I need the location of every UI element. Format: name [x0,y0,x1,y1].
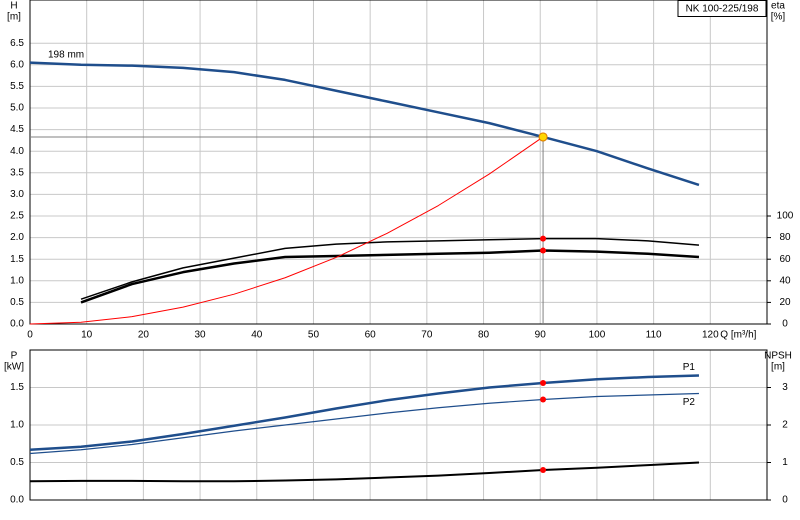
x-tick-label: 20 [138,330,150,341]
series-line [29,61,700,187]
y-axis-label: P [11,351,18,362]
y2-tick-label: 20 [779,297,791,308]
y-tick-label: 4.5 [10,124,24,135]
duty-point [538,132,548,142]
x-tick-label: 40 [251,330,263,341]
series-line [80,249,700,304]
duty-marker [540,396,547,403]
duty-marker [540,235,547,242]
series-label: 198 mm [48,49,84,60]
y-tick-label: 2.0 [10,232,24,243]
series-line [29,392,699,455]
y-tick-label: 1.0 [10,420,24,431]
series-label: P1 [683,362,696,373]
y2-tick-label: 80 [779,232,791,243]
x-tick-label: 30 [195,330,207,341]
x-tick-label: 80 [478,330,490,341]
y2-tick-label: 40 [779,275,791,286]
y-tick-label: 2.5 [10,211,24,222]
x-tick-label: 70 [421,330,433,341]
x-tick-label: 50 [308,330,320,341]
y2-tick-label: 2 [782,420,788,431]
y2-tick-label: 0 [782,319,788,330]
y-tick-label: 3.5 [10,167,24,178]
y2-tick-label: 3 [782,382,788,393]
y-tick-label: 0.5 [10,297,24,308]
x-tick-label: 90 [535,330,547,341]
x-axis-label: Q [m³/h] [720,330,756,341]
title-box [677,0,767,17]
series-line [29,136,544,325]
y-tick-label: 5.0 [10,103,24,114]
plot-frame [29,349,768,501]
plot-frame [29,0,768,325]
y-axis-label: H [10,1,17,12]
series-line [80,237,700,300]
y-tick-label: 3.0 [10,189,24,200]
x-tick-label: 60 [365,330,377,341]
x-tick-label: 120 [702,330,719,341]
chart-title: NK 100-225/198 [686,4,759,15]
y2-axis-label: NPSH [764,351,792,362]
series-line [29,374,700,451]
y-tick-label: 6.5 [10,38,24,49]
y-tick-label: 0.0 [10,495,24,506]
duty-marker [540,247,547,254]
y-tick-label: 4.0 [10,146,24,157]
y-axis-unit: [kW] [4,362,24,373]
y-tick-label: 0.5 [10,457,24,468]
y-tick-label: 1.5 [10,382,24,393]
x-tick-label: 100 [589,330,606,341]
y2-tick-label: 60 [779,254,791,265]
y2-axis-unit: [m] [771,362,785,373]
duty-marker [540,467,547,473]
y-tick-label: 6.0 [10,59,24,70]
y2-tick-label: 0 [782,495,788,506]
y-tick-label: 1.0 [10,275,24,286]
x-tick-label: 110 [646,330,662,341]
y2-tick-label: 100 [777,211,794,222]
duty-marker [540,380,547,386]
y2-axis-unit: [%] [771,12,786,23]
series-label: P2 [683,397,696,408]
y-tick-label: 1.5 [10,254,24,265]
series-line [29,461,700,483]
y2-axis-label: eta [771,1,785,12]
y-tick-label: 5.5 [10,81,24,92]
y2-tick-label: 1 [782,457,788,468]
y-tick-label: 0.0 [10,319,24,330]
y-axis-unit: [m] [7,12,21,23]
x-tick-label: 0 [27,330,33,341]
x-tick-label: 10 [81,330,93,341]
